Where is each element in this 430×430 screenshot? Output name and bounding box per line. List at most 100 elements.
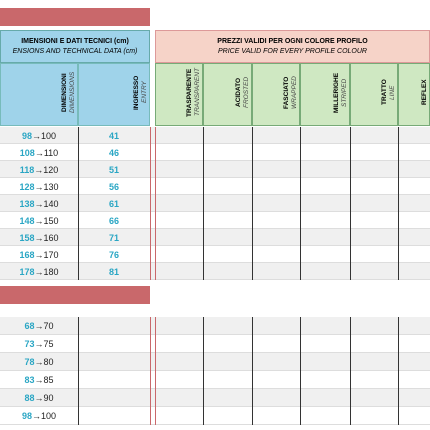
row-bg — [0, 127, 430, 144]
column-line — [150, 317, 151, 425]
column-subtitle: WRAPPED — [291, 76, 298, 109]
row-bg — [0, 335, 430, 353]
entry-cell: 71 — [78, 229, 150, 246]
row-bg — [0, 195, 430, 212]
dimension-range: →170 — [34, 249, 59, 260]
dimension-range: →120 — [34, 164, 59, 175]
dimension-size: 138 — [19, 198, 35, 209]
dimension-cell: 68 →70 — [0, 317, 78, 335]
column-line — [252, 127, 253, 280]
dimension-cell: 118 →120 — [0, 161, 78, 178]
dimension-size: 68 — [24, 321, 35, 331]
column-line — [398, 317, 399, 425]
column-header: DIMENSIONI DIMENSIONS — [0, 63, 78, 126]
row-bg — [0, 144, 430, 161]
column-line — [78, 317, 79, 425]
dimension-range: →150 — [34, 215, 59, 226]
section-bar — [0, 286, 150, 304]
entry-value: 51 — [108, 164, 119, 175]
dimension-range: →75 — [34, 339, 54, 349]
column-title: FASCIATO — [283, 76, 290, 109]
row-bg — [0, 407, 430, 425]
column-line — [350, 127, 351, 280]
dimension-range: →160 — [34, 232, 59, 243]
column-line — [350, 317, 351, 425]
entry-cell: 61 — [78, 195, 150, 212]
column-line — [150, 127, 151, 280]
entry-cell: 41 — [78, 127, 150, 144]
column-header: INGRESSO ENTRY — [78, 63, 150, 126]
row-bg — [0, 389, 430, 407]
entry-value: 76 — [108, 249, 119, 260]
left-header-title: IMENSIONI E DATI TECNICI (cm) — [21, 37, 129, 45]
dimension-size: 168 — [19, 249, 35, 260]
dimension-cell: 138 →140 — [0, 195, 78, 212]
entry-value: 81 — [108, 266, 119, 277]
column-title: REFLEX — [421, 79, 428, 106]
column-line — [252, 317, 253, 425]
dimension-size: 108 — [19, 147, 35, 158]
entry-value: 46 — [108, 147, 119, 158]
entry-value: 56 — [108, 181, 119, 192]
column-title: ACIDATO — [235, 78, 242, 108]
section-bar — [0, 8, 150, 26]
right-header-title: PREZZI VALIDI PER OGNI COLORE PROFILO — [217, 37, 368, 45]
row-bg — [0, 212, 430, 229]
row-bg — [0, 229, 430, 246]
column-header: ACIDATO FROSTED — [203, 63, 252, 126]
entry-cell: 46 — [78, 144, 150, 161]
column-line — [203, 127, 204, 280]
entry-cell: 66 — [78, 212, 150, 229]
dimension-cell: 158 →160 — [0, 229, 78, 246]
column-subtitle: FROSTED — [243, 76, 250, 109]
entry-cell: 76 — [78, 246, 150, 263]
column-subtitle: LINE — [389, 85, 396, 100]
column-header: FASCIATO WRAPPED — [252, 63, 300, 126]
dimension-size: 78 — [24, 357, 35, 367]
entry-value: 66 — [108, 215, 119, 226]
dimension-cell: 178 →180 — [0, 263, 78, 280]
column-header: MILLERIGHE STRIPED — [300, 63, 350, 126]
row-bg — [0, 246, 430, 263]
column-header: TRATTO LINE — [350, 63, 398, 126]
column-title: INGRESSO — [133, 75, 140, 110]
row-bg — [0, 317, 430, 335]
column-line — [78, 127, 79, 280]
column-line — [300, 317, 301, 425]
dimension-cell: 73 →75 — [0, 335, 78, 353]
column-line — [203, 317, 204, 425]
column-title: DIMENSIONI — [61, 73, 68, 112]
dimension-range: →100 — [31, 130, 57, 141]
column-subtitle: STRIPED — [341, 78, 348, 107]
entry-value: 71 — [108, 232, 119, 243]
entry-value: 41 — [108, 130, 119, 141]
dimension-range: →80 — [34, 357, 54, 367]
dimension-range: →180 — [34, 266, 59, 277]
row-bg — [0, 178, 430, 195]
dimension-cell: 168 →170 — [0, 246, 78, 263]
dimension-size: 128 — [19, 181, 35, 192]
column-line — [155, 317, 156, 425]
entry-value: 61 — [108, 198, 119, 209]
dimension-size: 98 — [21, 411, 32, 421]
left-header: IMENSIONI E DATI TECNICI (cm) ENSIONS AN… — [0, 30, 150, 63]
column-subtitle: ENTRY — [141, 81, 148, 104]
dimension-size: 73 — [24, 339, 35, 349]
dimension-cell: 88 →90 — [0, 389, 78, 407]
right-header: PREZZI VALIDI PER OGNI COLORE PROFILO PR… — [155, 30, 430, 63]
dimension-range: →100 — [31, 411, 57, 421]
dimension-size: 178 — [19, 266, 35, 277]
dimension-range: →90 — [34, 393, 54, 403]
column-header: TRASPARENTE TRANSPARENT — [155, 63, 203, 126]
row-bg — [0, 263, 430, 280]
dimension-size: 118 — [19, 164, 35, 175]
right-header-subtitle: PRICE VALID FOR EVERY PROFILE COLOUR — [218, 47, 367, 55]
dimension-size: 83 — [24, 375, 35, 385]
column-subtitle: TRANSPARENT — [194, 68, 201, 117]
dimension-size: 98 — [21, 130, 32, 141]
entry-cell: 56 — [78, 178, 150, 195]
dimension-cell: 148 →150 — [0, 212, 78, 229]
dimension-cell: 98 →100 — [0, 407, 78, 425]
dimension-range: →130 — [34, 181, 59, 192]
